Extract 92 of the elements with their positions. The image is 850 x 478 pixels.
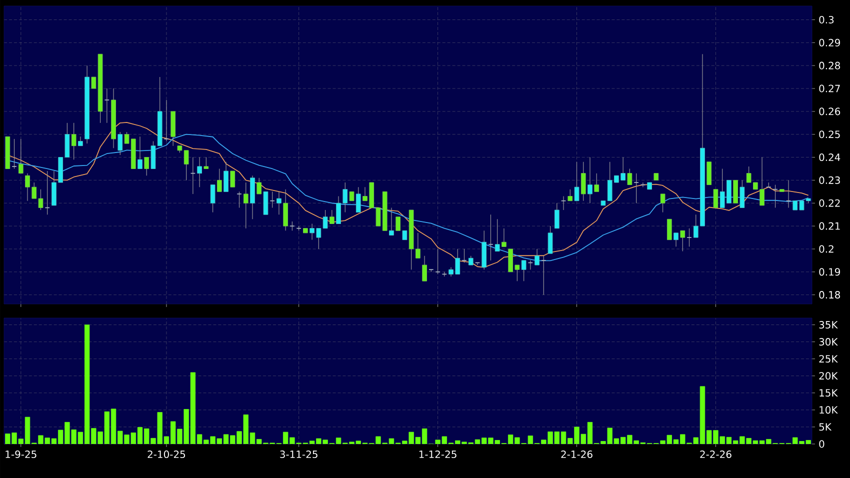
y-tick-label: 0.21 bbox=[819, 222, 840, 230]
candlestick bbox=[190, 156, 196, 194]
candlestick bbox=[210, 184, 216, 213]
candlestick bbox=[71, 122, 76, 160]
candlestick bbox=[660, 194, 666, 213]
y-tick-label: 0.24 bbox=[819, 154, 840, 162]
candlestick bbox=[634, 173, 639, 204]
candlestick bbox=[680, 230, 686, 252]
candlestick bbox=[706, 162, 712, 186]
candlestick bbox=[118, 132, 123, 156]
candlestick bbox=[488, 214, 494, 261]
candlestick bbox=[230, 170, 236, 188]
candlestick bbox=[534, 248, 540, 266]
candlestick bbox=[184, 150, 189, 180]
candlestick bbox=[435, 248, 440, 274]
candlestick bbox=[256, 178, 262, 194]
x-tick-label: 1-9-25 bbox=[6, 450, 36, 458]
candlestick bbox=[674, 232, 678, 247]
y-tick-label: 0.28 bbox=[819, 62, 840, 70]
candlestick bbox=[627, 168, 632, 186]
candlestick bbox=[150, 140, 156, 170]
y-tick-label: 15K bbox=[820, 389, 838, 397]
candlestick bbox=[18, 138, 24, 174]
y-tick-label: 30K bbox=[819, 338, 838, 346]
candlestick bbox=[772, 184, 778, 208]
candlestick bbox=[580, 162, 586, 202]
candlestick bbox=[197, 156, 202, 188]
candlestick bbox=[786, 180, 792, 208]
candlestick bbox=[686, 228, 692, 247]
candlestick bbox=[733, 180, 738, 204]
candlestick bbox=[494, 218, 500, 252]
candlestick bbox=[144, 156, 150, 176]
y-tick-label: 0.23 bbox=[819, 176, 840, 184]
candlestick bbox=[236, 191, 242, 208]
candlestick bbox=[396, 216, 401, 231]
candlestick bbox=[12, 138, 17, 170]
candlestick bbox=[290, 221, 295, 231]
candlestick bbox=[574, 162, 580, 202]
y-tick-label: 0.2 bbox=[819, 245, 834, 253]
y-tick-label: 20K bbox=[819, 372, 838, 380]
y-tick-label: 25K bbox=[819, 355, 838, 363]
candlestick bbox=[588, 156, 592, 204]
y-tick-label: 0.18 bbox=[819, 291, 840, 299]
candlestick bbox=[329, 210, 334, 224]
candlestick bbox=[402, 230, 408, 240]
candlestick bbox=[78, 136, 83, 146]
candlestick bbox=[548, 226, 553, 254]
y-tick-label: 5K bbox=[819, 423, 832, 431]
candlestick bbox=[349, 191, 354, 202]
candlestick bbox=[270, 191, 275, 208]
candlestick bbox=[568, 189, 573, 202]
candlestick bbox=[554, 202, 560, 229]
y-tick-label: 35K bbox=[819, 321, 838, 329]
candlestick bbox=[468, 256, 474, 266]
x-tick-label: 2-10-25 bbox=[148, 450, 186, 458]
x-tick-label: 2-1-26 bbox=[561, 450, 592, 458]
candlestick bbox=[276, 191, 282, 215]
y-tick-label: 0.3 bbox=[819, 16, 834, 24]
candlestick bbox=[666, 218, 672, 240]
x-tick-label: 3-11-25 bbox=[280, 450, 318, 458]
candlestick bbox=[263, 191, 268, 215]
candlestick bbox=[138, 136, 142, 170]
y-tick-label: 0.25 bbox=[819, 130, 840, 138]
candlestick bbox=[356, 186, 361, 213]
candlestick bbox=[594, 173, 600, 192]
x-tick-label: 1-12-25 bbox=[419, 450, 456, 458]
candlestick bbox=[283, 189, 288, 231]
candlestick bbox=[164, 100, 170, 142]
candlestick bbox=[740, 180, 745, 208]
candlestick bbox=[91, 76, 96, 89]
candlestick bbox=[422, 256, 427, 282]
candlestick bbox=[462, 248, 467, 264]
candlestick bbox=[502, 228, 506, 247]
candlestick bbox=[560, 196, 566, 210]
candlestick bbox=[541, 256, 546, 296]
candlestick bbox=[713, 189, 718, 208]
candlestick bbox=[521, 260, 526, 282]
y-tick-label: 10K bbox=[820, 406, 838, 414]
x-tick-label: 2-2-26 bbox=[700, 450, 732, 458]
y-tick-label: 0.29 bbox=[819, 38, 840, 46]
candlestick bbox=[204, 156, 209, 170]
y-tick-label: 0.27 bbox=[819, 84, 840, 92]
candlestick bbox=[322, 210, 328, 229]
candlestick bbox=[243, 182, 248, 229]
y-tick-label: 0.26 bbox=[819, 108, 840, 116]
y-tick-label: 0.22 bbox=[819, 199, 840, 207]
y-tick-label: 0 bbox=[819, 440, 824, 448]
y-tick-label: 0.19 bbox=[819, 268, 840, 276]
candlestick bbox=[216, 168, 222, 192]
candlestick bbox=[104, 88, 110, 124]
candlestick bbox=[389, 207, 394, 236]
candlestick bbox=[224, 162, 228, 192]
